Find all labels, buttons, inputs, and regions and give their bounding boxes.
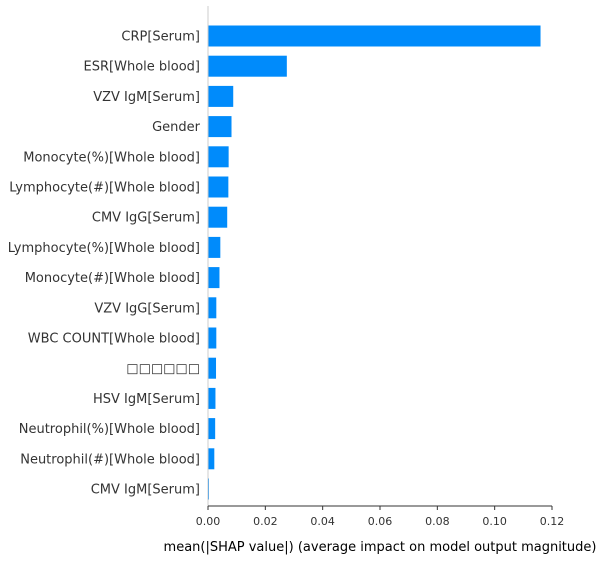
category-label: Neutrophil(#)[Whole blood] — [20, 452, 200, 467]
bar — [208, 297, 217, 319]
bar — [208, 116, 232, 138]
category-label: □□□□□□ — [126, 362, 200, 377]
x-tick-label: 0.06 — [368, 515, 393, 528]
category-label: Lymphocyte(#)[Whole blood] — [9, 181, 200, 196]
x-tick-label: 0.12 — [540, 515, 565, 528]
bar — [208, 357, 217, 379]
x-ticks: 0.00 0.02 0.04 0.06 0.08 0.10 0.12 — [196, 506, 565, 528]
category-label: Neutrophil(%)[Whole blood] — [19, 422, 200, 437]
x-tick-label: 0.02 — [253, 515, 278, 528]
bar — [208, 55, 287, 77]
category-label: Monocyte(#)[Whole blood] — [25, 271, 200, 286]
category-label: Gender — [152, 120, 201, 135]
x-tick-label: 0.04 — [310, 515, 335, 528]
category-label: Lymphocyte(%)[Whole blood] — [8, 241, 200, 256]
bar — [208, 236, 221, 258]
bar — [208, 387, 216, 409]
category-label: Monocyte(%)[Whole blood] — [23, 150, 200, 165]
category-label: CMV IgM[Serum] — [91, 483, 200, 498]
bar — [208, 327, 217, 349]
x-tick-label: 0.00 — [196, 515, 221, 528]
category-label: HSV IgM[Serum] — [93, 392, 200, 407]
category-label: WBC COUNT[Whole blood] — [28, 332, 200, 347]
category-label: VZV IgM[Serum] — [93, 90, 200, 105]
bar — [208, 176, 229, 198]
category-label: CRP[Serum] — [121, 30, 200, 45]
bar — [208, 146, 229, 168]
category-label: VZV IgG[Serum] — [94, 301, 200, 316]
category-label: CMV IgG[Serum] — [92, 211, 200, 226]
bar — [208, 448, 215, 470]
x-tick-label: 0.08 — [425, 515, 450, 528]
bar — [208, 206, 228, 228]
bar — [208, 267, 220, 289]
bars-group — [208, 25, 541, 500]
bar — [208, 418, 216, 440]
category-labels: CRP[Serum] ESR[Whole blood] VZV IgM[Serum]… — [8, 30, 201, 498]
bar — [208, 85, 234, 107]
category-label: ESR[Whole blood] — [84, 60, 200, 75]
x-tick-label: 0.10 — [482, 515, 507, 528]
x-axis-title: mean(|SHAP value|) (average impact on mo… — [164, 540, 597, 555]
bar — [208, 25, 541, 47]
